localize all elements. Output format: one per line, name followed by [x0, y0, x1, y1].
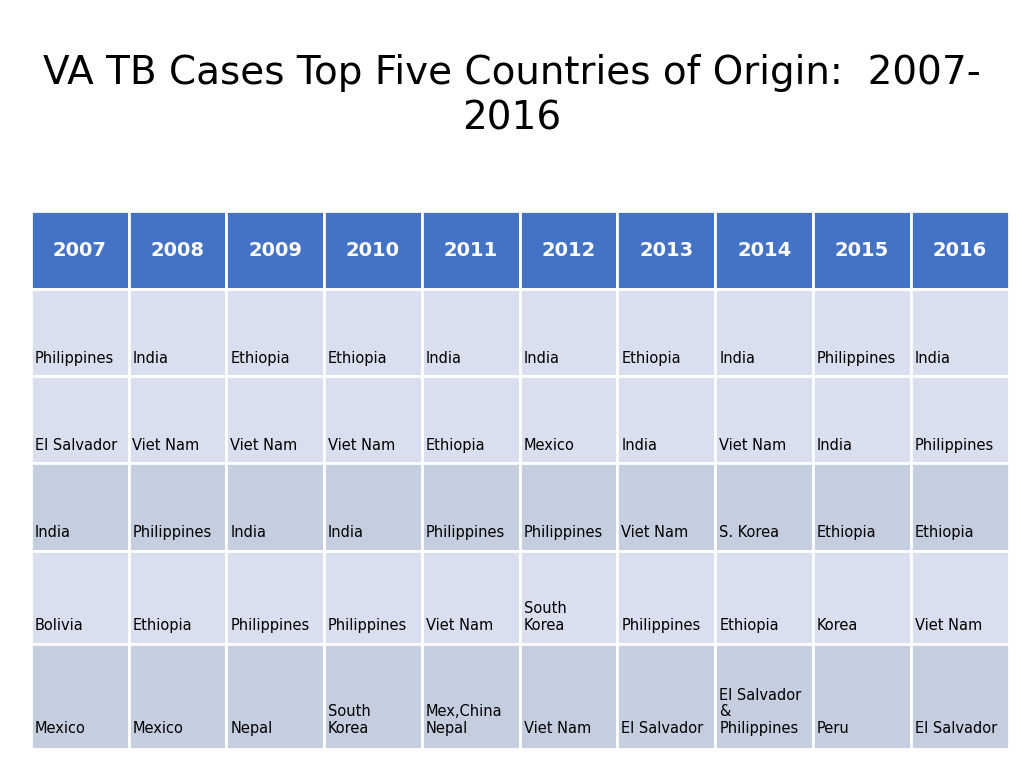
- Text: India: India: [523, 351, 559, 366]
- Text: 2008: 2008: [151, 240, 205, 260]
- Text: 2013: 2013: [639, 240, 693, 260]
- Text: El Salvador: El Salvador: [622, 721, 703, 737]
- Text: Ethiopia: Ethiopia: [230, 351, 290, 366]
- Text: Mexico: Mexico: [35, 721, 86, 737]
- Text: Ethiopia: Ethiopia: [817, 525, 877, 540]
- Text: Philippines: Philippines: [132, 525, 212, 540]
- Text: India: India: [719, 351, 755, 366]
- Text: Philippines: Philippines: [230, 617, 309, 633]
- Text: 2010: 2010: [346, 240, 400, 260]
- Text: Viet Nam: Viet Nam: [622, 525, 688, 540]
- Text: Viet Nam: Viet Nam: [914, 617, 982, 633]
- Text: Ethiopia: Ethiopia: [719, 617, 779, 633]
- Text: Nepal: Nepal: [230, 721, 272, 737]
- Text: Philippines: Philippines: [523, 525, 603, 540]
- Text: Philippines: Philippines: [426, 525, 505, 540]
- Text: India: India: [817, 438, 853, 453]
- Text: India: India: [132, 351, 168, 366]
- Text: Bolivia: Bolivia: [35, 617, 83, 633]
- Text: Philippines: Philippines: [328, 617, 408, 633]
- Text: Ethiopia: Ethiopia: [914, 525, 975, 540]
- Text: Peru: Peru: [817, 721, 850, 737]
- Text: Viet Nam: Viet Nam: [132, 438, 200, 453]
- Text: Mexico: Mexico: [523, 438, 574, 453]
- Text: Viet Nam: Viet Nam: [426, 617, 493, 633]
- Text: Viet Nam: Viet Nam: [328, 438, 395, 453]
- Text: S. Korea: S. Korea: [719, 525, 779, 540]
- Text: 2014: 2014: [737, 240, 792, 260]
- Text: Philippines: Philippines: [817, 351, 896, 366]
- Text: South
Korea: South Korea: [523, 601, 566, 633]
- Text: South
Korea: South Korea: [328, 704, 371, 737]
- Text: El Salvador: El Salvador: [914, 721, 997, 737]
- Text: Mex,China
Nepal: Mex,China Nepal: [426, 704, 503, 737]
- Text: India: India: [426, 351, 462, 366]
- Text: India: India: [230, 525, 266, 540]
- Text: Viet Nam: Viet Nam: [719, 438, 786, 453]
- Text: Viet Nam: Viet Nam: [523, 721, 591, 737]
- Text: 2009: 2009: [248, 240, 302, 260]
- Text: Viet Nam: Viet Nam: [230, 438, 297, 453]
- Text: India: India: [914, 351, 950, 366]
- Text: Philippines: Philippines: [35, 351, 114, 366]
- Text: Ethiopia: Ethiopia: [622, 351, 681, 366]
- Text: Philippines: Philippines: [622, 617, 700, 633]
- Text: 2007: 2007: [52, 240, 106, 260]
- Text: India: India: [622, 438, 657, 453]
- Text: 2012: 2012: [542, 240, 596, 260]
- Text: Mexico: Mexico: [132, 721, 183, 737]
- Text: Ethiopia: Ethiopia: [328, 351, 388, 366]
- Text: El Salvador: El Salvador: [35, 438, 117, 453]
- Text: 2011: 2011: [443, 240, 498, 260]
- Text: Ethiopia: Ethiopia: [426, 438, 485, 453]
- Text: India: India: [35, 525, 71, 540]
- Text: 2015: 2015: [835, 240, 889, 260]
- Text: El Salvador
&
Philippines: El Salvador & Philippines: [719, 687, 802, 737]
- Text: VA TB Cases Top Five Countries of Origin:  2007-
2016: VA TB Cases Top Five Countries of Origin…: [43, 54, 981, 137]
- Text: Korea: Korea: [817, 617, 858, 633]
- Text: India: India: [328, 525, 364, 540]
- Text: Ethiopia: Ethiopia: [132, 617, 193, 633]
- Text: 2016: 2016: [933, 240, 987, 260]
- Text: Philippines: Philippines: [914, 438, 994, 453]
